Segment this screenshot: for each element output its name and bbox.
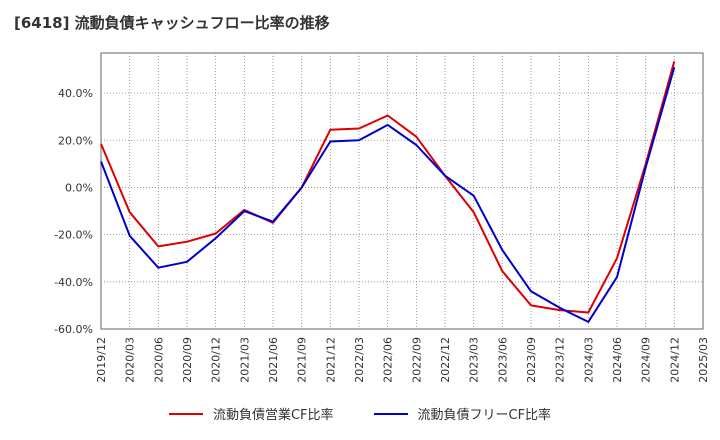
legend-label-operating-cf: 流動負債営業CF比率 (212, 408, 334, 423)
chart-legend: 流動負債営業CF比率 流動負債フリーCF比率 (0, 404, 720, 423)
x-tick-label: 2023/06 (496, 337, 509, 383)
chart-title: [6418] 流動負債キャッシュフロー比率の推移 (14, 14, 330, 32)
x-tick-label: 2024/06 (611, 337, 624, 383)
x-tick-label: 2021/03 (238, 337, 251, 383)
x-tick-label: 2021/09 (296, 337, 309, 383)
x-tick-label: 2022/06 (382, 337, 395, 383)
series-line-operating-cf (100, 61, 676, 314)
x-tick-label: 2020/09 (181, 337, 194, 383)
legend-swatch-free-cf (373, 412, 408, 415)
x-tick-label: 2024/03 (582, 337, 595, 383)
x-tick-label: 2020/12 (210, 337, 223, 383)
legend-item-operating-cf: 流動負債営業CF比率 (168, 404, 334, 423)
y-tick-label: 0.0% (65, 181, 93, 194)
x-tick-label: 2021/12 (324, 337, 337, 383)
x-tick-label: 2023/12 (554, 337, 567, 383)
legend-label-free-cf: 流動負債フリーCF比率 (417, 408, 552, 423)
x-tick-label: 2020/06 (152, 337, 165, 383)
x-tick-label: 2022/09 (410, 337, 423, 383)
series-line-free-cf (100, 66, 676, 323)
legend-swatch-operating-cf (168, 412, 203, 415)
x-tick-label: 2022/03 (353, 337, 366, 383)
y-tick-label: -40.0% (54, 276, 93, 289)
y-tick-label: 20.0% (58, 134, 93, 147)
x-tick-label: 2023/09 (525, 337, 538, 383)
y-tick-label: -20.0% (54, 229, 93, 242)
plot-area (100, 52, 704, 330)
x-tick-label: 2023/03 (468, 337, 481, 383)
legend-item-free-cf: 流動負債フリーCF比率 (373, 404, 552, 423)
y-tick-label: 40.0% (58, 87, 93, 100)
x-tick-label: 2019/12 (95, 337, 108, 383)
x-tick-label: 2025/03 (697, 337, 710, 383)
x-tick-label: 2024/09 (640, 337, 653, 383)
x-tick-label: 2024/12 (668, 337, 681, 383)
x-tick-label: 2020/03 (124, 337, 137, 383)
x-tick-label: 2022/12 (439, 337, 452, 383)
x-tick-label: 2021/06 (267, 337, 280, 383)
y-tick-label: -60.0% (54, 323, 93, 336)
